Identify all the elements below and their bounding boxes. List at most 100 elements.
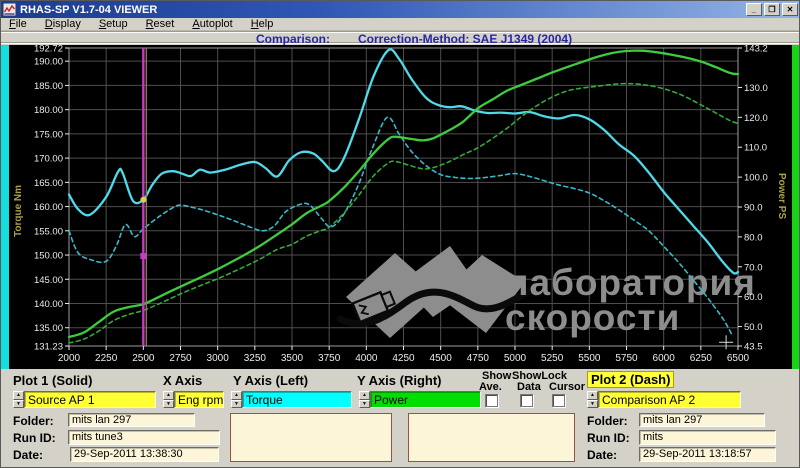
folder-field-left[interactable]: mits lan 297 [68, 413, 195, 427]
folder-label-right: Folder: [587, 414, 628, 428]
menu-item-help[interactable]: Help [250, 18, 274, 30]
correction-method-label: Correction-Method: SAE J1349 (2004) [358, 32, 573, 46]
svg-text:6000: 6000 [653, 353, 676, 364]
series-torque-dash [68, 116, 733, 336]
svg-text:190.00: 190.00 [34, 57, 63, 68]
x-axis-spinner[interactable]: ▲ ▼ [163, 391, 174, 408]
plot1-source-spinner[interactable]: ▲ ▼ [13, 391, 24, 408]
cursor-label: Cursor [549, 381, 586, 393]
svg-text:50.0: 50.0 [744, 322, 763, 333]
svg-text:4750: 4750 [467, 353, 490, 364]
runid-field-left[interactable]: mits tune3 [68, 430, 220, 445]
folder-label-left: Folder: [13, 414, 54, 428]
date-label-right: Date: [587, 448, 618, 462]
showlock-label: ShowLock [512, 370, 568, 382]
folder-field-right[interactable]: mits lan 297 [639, 413, 765, 427]
y-left-spinner[interactable]: ▲ ▼ [231, 391, 242, 408]
runid-field-right[interactable]: mits [639, 430, 776, 445]
y-left-combo[interactable]: Torque [242, 391, 352, 408]
y-right-spinner[interactable]: ▲ ▼ [359, 391, 370, 408]
app-icon [3, 3, 16, 16]
menu-item-display[interactable]: Display [44, 18, 81, 30]
svg-text:4000: 4000 [355, 353, 378, 364]
svg-text:60.0: 60.0 [744, 292, 763, 303]
svg-text:175.00: 175.00 [34, 129, 63, 140]
show-label: Show [482, 370, 512, 382]
svg-text:135.00: 135.00 [34, 323, 63, 334]
y-right-axis-title: Power PS [776, 173, 787, 219]
svg-text:155.00: 155.00 [34, 226, 63, 237]
svg-text:185.00: 185.00 [34, 81, 63, 92]
minimize-button[interactable]: _ [746, 3, 762, 16]
svg-text:80.0: 80.0 [744, 232, 763, 243]
svg-text:6250: 6250 [690, 353, 713, 364]
menu-item-file[interactable]: File [9, 18, 27, 30]
header-text: Comparison: Correction-Method: SAE J1349 … [256, 32, 572, 46]
plot2-info-box [408, 413, 575, 462]
plot2-section-label: Plot 2 (Dash) [587, 371, 675, 388]
svg-text:120.0: 120.0 [744, 113, 768, 124]
svg-text:6500: 6500 [727, 353, 750, 364]
series-power-dash [68, 82, 739, 344]
svg-text:110.0: 110.0 [744, 143, 767, 154]
svg-text:43.5: 43.5 [744, 342, 763, 353]
show-data-checkbox[interactable] [520, 394, 533, 407]
y-right-section-label: Y Axis (Right) [357, 373, 442, 388]
svg-text:145.00: 145.00 [34, 275, 63, 286]
plot1-info-box [230, 413, 392, 462]
lock-cursor-checkbox[interactable] [552, 394, 565, 407]
spinner-down-icon: ▼ [587, 399, 598, 408]
control-panel: Plot 1 (Solid) X Axis Y Axis (Left) Y Ax… [1, 369, 799, 467]
spinner-down-icon: ▼ [163, 399, 174, 408]
svg-text:2250: 2250 [95, 353, 118, 364]
svg-text:143.2: 143.2 [744, 45, 768, 55]
date-field-left[interactable]: 29-Sep-2011 13:38:30 [70, 447, 219, 462]
torque-axis-color-strip [1, 45, 9, 369]
plot1-source-combo[interactable]: Source AP 1 [24, 391, 156, 408]
spinner-down-icon: ▼ [231, 399, 242, 408]
svg-text:170.00: 170.00 [34, 154, 63, 165]
close-button[interactable]: ✕ [782, 3, 798, 16]
spinner-up-icon: ▲ [13, 391, 24, 400]
spinner-up-icon: ▲ [587, 391, 598, 400]
spinner-up-icon: ▲ [163, 391, 174, 400]
ave-label: Ave. [479, 381, 502, 393]
svg-text:131.23: 131.23 [34, 342, 63, 353]
svg-text:5500: 5500 [578, 353, 601, 364]
plot2-source-spinner[interactable]: ▲ ▼ [587, 391, 598, 408]
date-field-right[interactable]: 29-Sep-2011 13:18:57 [639, 447, 776, 462]
svg-text:90.0: 90.0 [744, 203, 763, 214]
svg-text:3500: 3500 [281, 353, 304, 364]
header-groove-top [1, 31, 799, 33]
title-bar[interactable]: RHAS-SP V1.7-04 VIEWER _ ❐ ✕ [1, 1, 799, 18]
spinner-down-icon: ▼ [13, 399, 24, 408]
menu-item-autoplot[interactable]: Autoplot [192, 18, 233, 30]
plot1-section-label: Plot 1 (Solid) [13, 373, 93, 388]
plot2-source-combo[interactable]: Comparison AP 2 [598, 391, 741, 408]
svg-text:160.00: 160.00 [34, 202, 63, 213]
dyno-chart[interactable]: лаборатория скорости 192.72 190.00 185.00 1… [9, 45, 792, 369]
header-strip: Comparison: Correction-Method: SAE J1349 … [1, 31, 799, 46]
watermark-line1: лаборатория [505, 262, 756, 303]
svg-text:180.00: 180.00 [34, 105, 63, 116]
data-label: Data [517, 381, 541, 393]
svg-text:3250: 3250 [244, 353, 267, 364]
runid-label-left: Run ID: [13, 431, 56, 445]
restore-button[interactable]: ❐ [764, 3, 780, 16]
svg-text:5750: 5750 [615, 353, 638, 364]
svg-text:5250: 5250 [541, 353, 564, 364]
svg-text:192.72: 192.72 [34, 45, 63, 55]
y-right-combo[interactable]: Power [370, 391, 481, 408]
menu-item-reset[interactable]: Reset [145, 18, 175, 30]
svg-text:130.0: 130.0 [744, 83, 768, 94]
x-axis-combo[interactable]: Eng rpm [174, 391, 224, 408]
spinner-down-icon: ▼ [359, 399, 370, 408]
watermark-logo: лаборатория скорости [336, 246, 756, 338]
menu-item-setup[interactable]: Setup [98, 18, 128, 30]
svg-text:140.00: 140.00 [34, 299, 63, 310]
svg-text:4250: 4250 [392, 353, 415, 364]
svg-text:2000: 2000 [58, 353, 81, 364]
series-power-solid [67, 49, 740, 339]
spinner-up-icon: ▲ [231, 391, 242, 400]
show-ave-checkbox[interactable] [485, 394, 498, 407]
